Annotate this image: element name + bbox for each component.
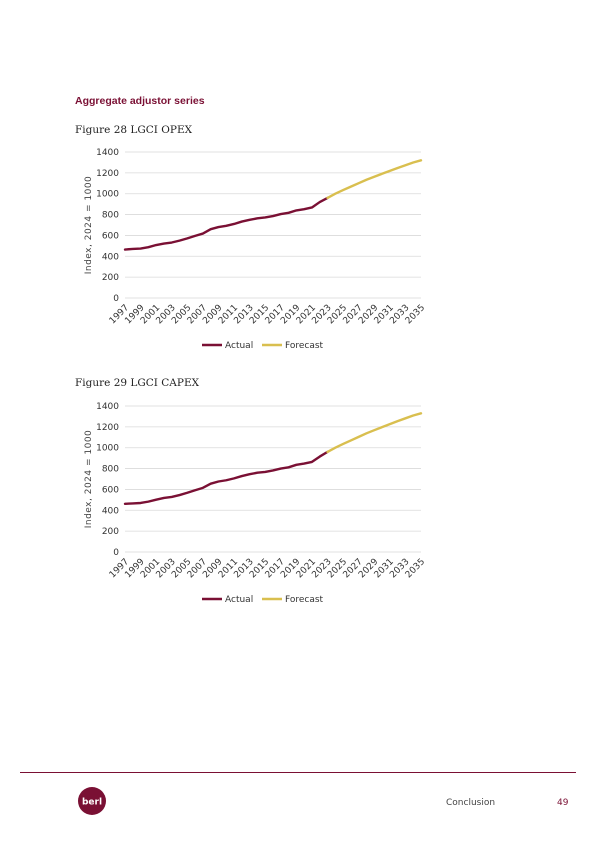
footer-divider xyxy=(20,772,576,773)
y-tick-label: 0 xyxy=(113,294,119,304)
legend-label-actual: Actual xyxy=(225,341,253,351)
lgci-capex-chart: 0200400600800100012001400199719992001200… xyxy=(84,402,427,605)
y-tick-label: 800 xyxy=(102,465,119,475)
page-number: 49 xyxy=(557,798,569,808)
section-heading: Aggregate adjustor series xyxy=(75,95,205,107)
figure-28-caption: Figure 28 LGCI OPEX xyxy=(75,124,193,136)
legend-label-forecast: Forecast xyxy=(285,595,324,605)
y-tick-label: 1000 xyxy=(96,444,119,454)
y-tick-label: 200 xyxy=(102,273,119,283)
y-tick-label: 200 xyxy=(102,527,119,537)
y-tick-label: 600 xyxy=(102,231,119,241)
logo-text: berl xyxy=(82,798,102,808)
y-tick-label: 1200 xyxy=(96,169,119,179)
footer-section-title: Conclusion xyxy=(446,798,496,808)
series-line-actual xyxy=(123,450,329,506)
series-line-actual xyxy=(123,196,329,251)
series-line-forecast xyxy=(326,412,423,454)
y-tick-label: 1400 xyxy=(96,402,119,412)
y-tick-label: 1000 xyxy=(96,190,119,200)
figure-29-caption: Figure 29 LGCI CAPEX xyxy=(75,377,200,389)
series-line-forecast xyxy=(326,159,423,200)
y-tick-label: 0 xyxy=(113,548,119,558)
y-axis-title: Index, 2024 = 1000 xyxy=(84,430,94,529)
y-tick-label: 1400 xyxy=(96,148,119,158)
y-tick-label: 400 xyxy=(102,252,119,262)
legend-label-actual: Actual xyxy=(225,595,253,605)
berl-logo: berl xyxy=(78,787,106,815)
y-axis-title: Index, 2024 = 1000 xyxy=(84,176,94,275)
y-tick-label: 600 xyxy=(102,485,119,495)
legend-label-forecast: Forecast xyxy=(285,341,324,351)
lgci-opex-chart: 0200400600800100012001400199719992001200… xyxy=(84,148,427,351)
y-tick-label: 400 xyxy=(102,506,119,516)
y-tick-label: 1200 xyxy=(96,423,119,433)
y-tick-label: 800 xyxy=(102,211,119,221)
